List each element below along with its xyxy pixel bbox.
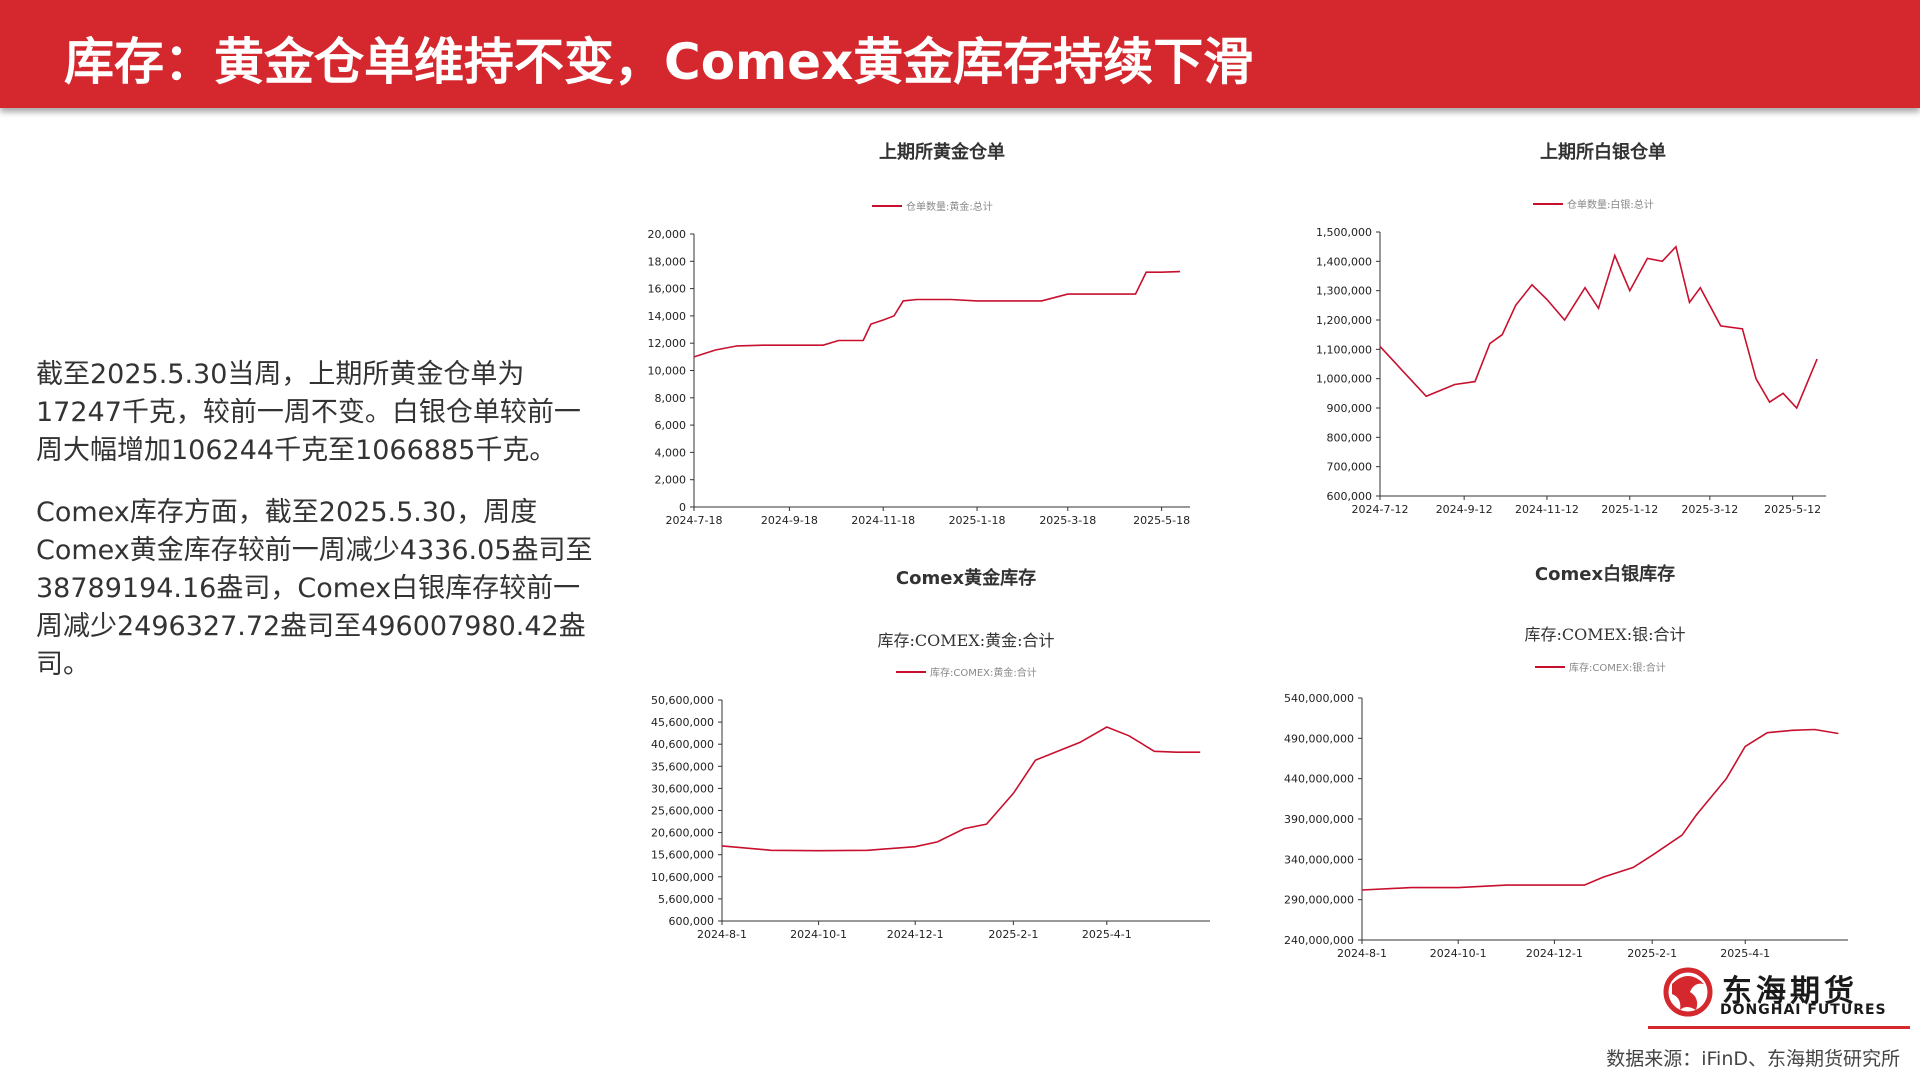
- header-bar: 库存：黄金仓单维持不变，Comex黄金库存持续下滑: [0, 0, 1920, 108]
- y-tick-label: 290,000,000: [1284, 894, 1354, 907]
- x-tick-label: 2024-12-1: [1526, 947, 1583, 960]
- legend-label: 库存:COMEX:银:合计: [1569, 661, 1666, 674]
- y-tick-label: 800,000: [1327, 431, 1373, 444]
- x-tick-label: 2025-5-12: [1764, 503, 1821, 516]
- series-line: [1361, 728, 1839, 891]
- y-tick-label: 1,100,000: [1316, 343, 1372, 356]
- y-tick-label: 35,600,000: [651, 760, 714, 773]
- x-tick-label: 2025-4-1: [1720, 947, 1770, 960]
- y-tick-label: 40,600,000: [651, 738, 714, 751]
- legend-label: 仓单数量:黄金:总计: [906, 200, 993, 213]
- dragon-logo-icon: [1663, 967, 1713, 1017]
- logo-cn-text: 东海期货: [1722, 974, 1858, 1009]
- y-tick-label: 8,000: [655, 392, 687, 405]
- y-tick-label: 1,200,000: [1316, 314, 1372, 327]
- company-logo: 东海期货 DONGHAI FUTURES: [1660, 964, 1886, 1024]
- chart-title: Comex白银库存: [1535, 563, 1675, 585]
- y-tick-label: 12,000: [648, 337, 687, 350]
- x-tick-label: 2025-1-18: [949, 514, 1006, 527]
- series-line: [693, 270, 1181, 358]
- x-tick-label: 2024-11-18: [851, 514, 915, 527]
- x-tick-label: 2025-5-18: [1133, 514, 1190, 527]
- y-tick-label: 30,600,000: [651, 782, 714, 795]
- x-tick-label: 2024-12-1: [887, 928, 944, 941]
- x-tick-label: 2024-9-12: [1436, 503, 1493, 516]
- x-tick-label: 2024-10-1: [1430, 947, 1487, 960]
- y-tick-label: 600,000: [1327, 490, 1373, 503]
- series-line: [721, 726, 1201, 852]
- x-tick-label: 2025-1-12: [1601, 503, 1658, 516]
- series-line: [1379, 245, 1818, 410]
- y-tick-label: 10,000: [648, 365, 687, 378]
- legend-label: 仓单数量:白银:总计: [1567, 198, 1654, 211]
- y-tick-label: 20,000: [648, 228, 687, 241]
- x-tick-label: 2024-8-1: [697, 928, 747, 941]
- y-tick-label: 5,600,000: [658, 893, 714, 906]
- y-tick-label: 340,000,000: [1284, 853, 1354, 866]
- y-tick-label: 16,000: [648, 283, 687, 296]
- x-tick-label: 2025-3-18: [1039, 514, 1096, 527]
- y-tick-label: 1,000,000: [1316, 373, 1372, 386]
- summary-paragraph-1: 截至2025.5.30当周，上期所黄金仓单为17247千克，较前一周不变。白银仓…: [36, 359, 581, 466]
- x-tick-label: 2024-7-18: [666, 514, 723, 527]
- y-tick-label: 1,500,000: [1316, 226, 1372, 239]
- y-tick-label: 540,000,000: [1284, 692, 1354, 705]
- y-tick-label: 20,600,000: [651, 827, 714, 840]
- y-tick-label: 25,600,000: [651, 805, 714, 818]
- y-tick-label: 10,600,000: [651, 871, 714, 884]
- y-tick-label: 6,000: [655, 419, 687, 432]
- y-tick-label: 1,300,000: [1316, 285, 1372, 298]
- x-tick-label: 2025-2-1: [1627, 947, 1677, 960]
- y-tick-label: 4,000: [655, 446, 687, 459]
- y-tick-label: 0: [679, 501, 686, 514]
- y-tick-label: 700,000: [1327, 461, 1373, 474]
- x-tick-label: 2025-4-1: [1082, 928, 1132, 941]
- x-tick-label: 2024-10-1: [790, 928, 847, 941]
- y-tick-label: 600,000: [669, 915, 715, 928]
- x-tick-label: 2024-9-18: [761, 514, 818, 527]
- y-tick-label: 2,000: [655, 474, 687, 487]
- y-tick-label: 50,600,000: [651, 694, 714, 707]
- page-title: 库存：黄金仓单维持不变，Comex黄金库存持续下滑: [64, 33, 1254, 91]
- chart-subtitle: 库存:COMEX:银:合计: [1525, 625, 1686, 644]
- chart-title: Comex黄金库存: [896, 567, 1036, 589]
- x-tick-label: 2024-8-1: [1337, 947, 1387, 960]
- footer-divider: [1648, 1026, 1910, 1029]
- chart-subtitle: 库存:COMEX:黄金:合计: [878, 631, 1055, 650]
- y-tick-label: 1,400,000: [1316, 255, 1372, 268]
- y-tick-label: 390,000,000: [1284, 813, 1354, 826]
- summary-paragraph-2: Comex库存方面，截至2025.5.30，周度Comex黄金库存较前一周减少4…: [36, 497, 593, 680]
- x-tick-label: 2025-3-12: [1681, 503, 1738, 516]
- y-tick-label: 45,600,000: [651, 716, 714, 729]
- y-tick-label: 900,000: [1327, 402, 1373, 415]
- y-tick-label: 490,000,000: [1284, 732, 1354, 745]
- logo-en-text: DONGHAI FUTURES: [1720, 1002, 1887, 1018]
- y-tick-label: 440,000,000: [1284, 773, 1354, 786]
- chart-title: 上期所黄金仓单: [879, 141, 1005, 163]
- y-tick-label: 240,000,000: [1284, 934, 1354, 947]
- x-tick-label: 2024-11-12: [1515, 503, 1579, 516]
- y-tick-label: 14,000: [648, 310, 687, 323]
- legend-label: 库存:COMEX:黄金:合计: [930, 666, 1037, 679]
- y-tick-label: 15,600,000: [651, 849, 714, 862]
- data-source: 数据来源：iFinD、东海期货研究所: [1606, 1048, 1900, 1070]
- y-tick-label: 18,000: [648, 255, 687, 268]
- x-tick-label: 2025-2-1: [988, 928, 1038, 941]
- chart-title: 上期所白银仓单: [1540, 141, 1666, 163]
- x-tick-label: 2024-7-12: [1352, 503, 1409, 516]
